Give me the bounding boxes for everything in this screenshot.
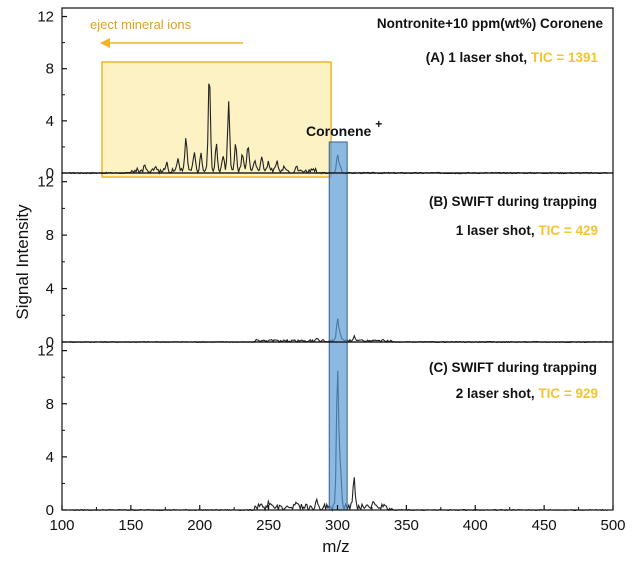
eject-annotation: eject mineral ions [90,17,192,32]
coronene-name: Coronene [306,123,372,139]
panel-c-title: (C) SWIFT during trapping [429,360,597,375]
x-tick-label: 400 [463,517,488,534]
y-tick-label: 0 [46,502,54,519]
x-tick-label: 200 [187,517,212,534]
coronene-charge: + [375,117,382,131]
x-tick-label: 350 [394,517,419,534]
y-tick-label: 4 [46,113,54,130]
panel-a-tic: TIC = 1391 [531,50,599,65]
panel-a-subtitle: (A) 1 laser shot, TIC = 1391 [426,50,599,65]
x-tick-label: 100 [49,517,74,534]
x-tick-label: 250 [256,517,281,534]
panel-b-title: (B) SWIFT during trapping [429,194,597,209]
x-axis-label: m/z [322,537,349,556]
y-tick-label: 12 [37,343,54,360]
plot-frames [61,7,614,511]
eject-arrow [99,38,243,48]
eject-mineral-ions-box [101,61,332,178]
y-tick-label: 12 [37,174,54,191]
y-tick-label: 8 [46,61,54,78]
y-axis-label: Signal Intensity [13,204,32,320]
panel-c-tic: TIC = 929 [538,386,598,401]
x-tick-label: 500 [600,517,625,534]
y-tick-label: 0 [46,334,54,351]
coronene-label: Coronene + [306,117,382,139]
panel-b-tic: TIC = 429 [538,223,598,238]
y-tick-label: 4 [46,281,54,298]
panel-b-subtitle: 1 laser shot, TIC = 429 [456,223,598,238]
coronene-highlight-band [328,141,348,511]
panel-c-subtitle: 2 laser shot, TIC = 929 [456,386,598,401]
y-tick-label: 8 [46,396,54,413]
y-tick-label: 0 [46,165,54,182]
panel-a-title: Nontronite+10 ppm(wt%) Coronene [377,16,604,31]
y-tick-label: 4 [46,449,54,466]
y-tick-label: 12 [37,9,54,26]
x-tick-label: 450 [532,517,557,534]
x-tick-label: 300 [325,517,350,534]
y-tick-label: 8 [46,227,54,244]
x-tick-label: 150 [118,517,143,534]
x-tick-labels: 100 150 200 250 300 350 400 450 500 [49,517,625,534]
